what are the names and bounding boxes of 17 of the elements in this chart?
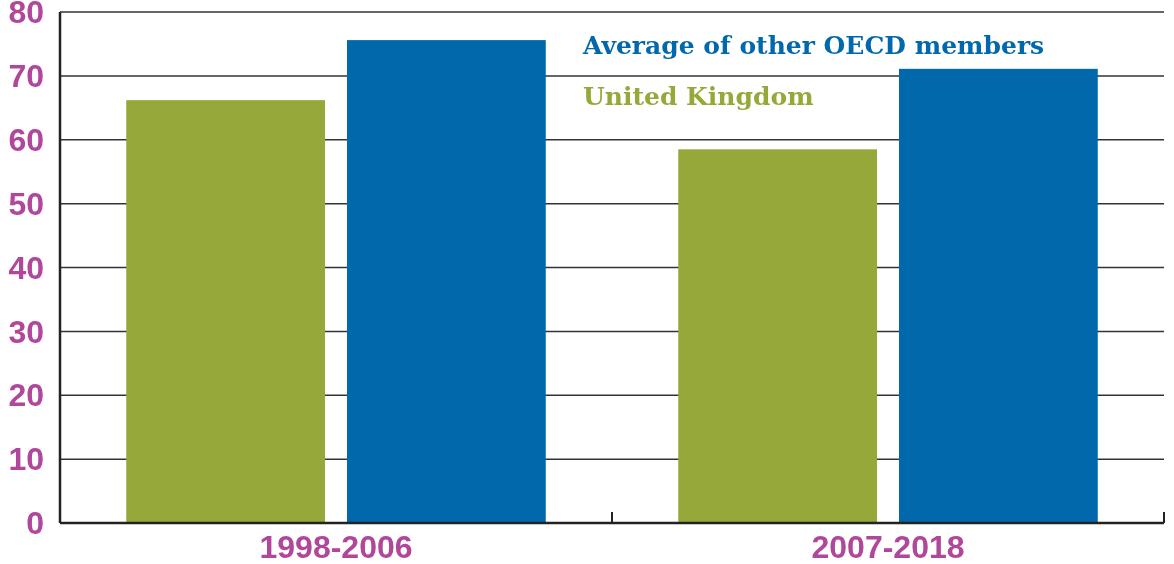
- bar: [126, 100, 325, 523]
- bar: [899, 68, 1098, 523]
- y-tick-label: 60: [8, 121, 44, 158]
- y-tick-label: 30: [8, 313, 44, 350]
- y-tick-label: 40: [8, 249, 44, 286]
- y-tick-label: 10: [8, 441, 44, 478]
- x-tick-label: 1998-2006: [259, 529, 413, 564]
- bar: [347, 40, 546, 523]
- y-tick-label: 50: [8, 185, 44, 222]
- x-tick-label: 2007-2018: [811, 529, 965, 564]
- y-tick-label: 70: [8, 58, 44, 95]
- y-tick-label: 80: [8, 0, 44, 31]
- y-tick-label: 20: [8, 377, 44, 414]
- series-label: United Kingdom: [583, 81, 814, 111]
- bar: [678, 149, 877, 523]
- y-tick-label: 0: [26, 505, 44, 542]
- series-label: Average of other OECD members: [582, 30, 1045, 60]
